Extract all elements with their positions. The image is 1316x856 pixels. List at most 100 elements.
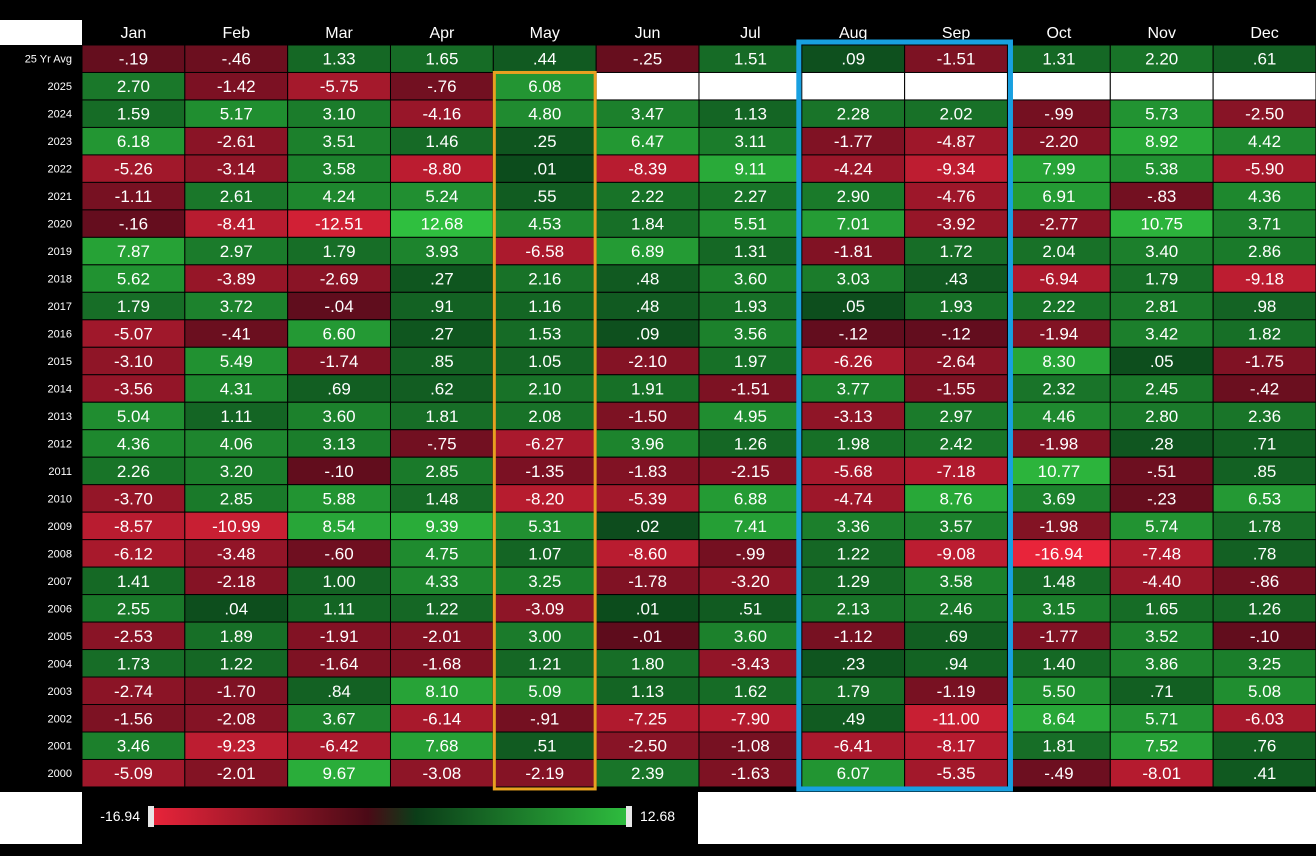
heatmap-cell [389, 758, 494, 788]
cell-value: 4.53 [528, 215, 561, 234]
column-header-aug: Aug [839, 25, 867, 42]
heatmap-cell [1006, 236, 1111, 266]
heatmap-cell [698, 209, 803, 238]
row-label: 2005 [48, 631, 72, 643]
cell-value: -8.41 [217, 215, 256, 234]
cell-value: 1.11 [220, 407, 252, 426]
heatmap-cell [287, 154, 391, 183]
scale-max-handle[interactable] [626, 806, 632, 827]
heatmap-cell [801, 484, 906, 513]
cell-value: 12.68 [421, 215, 464, 234]
heatmap-cell [1109, 676, 1214, 706]
cell-value: -.23 [1147, 489, 1176, 508]
cell-value: .23 [841, 654, 865, 673]
column-header-jan: Jan [121, 25, 147, 42]
heatmap-cell [698, 621, 803, 651]
heatmap-cell [389, 71, 494, 101]
cell-value: 8.30 [1042, 352, 1075, 371]
heatmap-cell [1109, 71, 1214, 101]
cell-value: 1.48 [1042, 572, 1075, 591]
heatmap-cell [595, 429, 700, 458]
cell-value: 3.25 [1248, 654, 1281, 673]
cell-value: 3.96 [631, 434, 664, 453]
heatmap-cell [1109, 209, 1214, 238]
heatmap-cell [904, 456, 1008, 486]
cell-value: 3.25 [528, 572, 561, 591]
cell-value: 3.51 [323, 132, 356, 151]
cell-value: 1.79 [837, 682, 870, 701]
cell-value: 2.27 [734, 187, 767, 206]
heatmap-cell [698, 511, 803, 541]
cell-value: .98 [1253, 297, 1277, 316]
cell-value: 6.18 [117, 132, 150, 151]
cell-value: 2.13 [837, 599, 870, 618]
cell-value: -2.19 [525, 764, 564, 783]
cell-value: .69 [327, 380, 351, 399]
scale-gradient [152, 808, 632, 825]
cell-value: 5.71 [1145, 709, 1178, 728]
row-label: 2001 [48, 741, 72, 753]
cell-value: 1.80 [631, 654, 664, 673]
cell-value: 2.97 [220, 242, 253, 261]
cell-value: 5.73 [1145, 105, 1178, 124]
cell-value: 7.99 [1042, 160, 1075, 179]
cell-value: -.12 [941, 325, 970, 344]
cell-value: -1.42 [217, 77, 256, 96]
cell-value: 1.13 [734, 105, 767, 124]
cell-value: 3.20 [220, 462, 253, 481]
cell-value: 2.42 [940, 434, 973, 453]
cell-value: .01 [636, 599, 660, 618]
cell-value: .09 [636, 325, 660, 344]
heatmap-cell [287, 264, 391, 293]
heatmap-cell [698, 99, 803, 128]
heatmap-cell [595, 566, 700, 596]
cell-value: .28 [1150, 434, 1174, 453]
scale-min-handle[interactable] [148, 806, 154, 827]
cell-value: 2.97 [940, 407, 973, 426]
cell-value: -.46 [222, 50, 251, 69]
row-label: 2011 [48, 466, 72, 478]
row-label: 2024 [48, 109, 72, 121]
cell-value: 4.75 [425, 544, 458, 563]
heatmap-cell [1109, 484, 1214, 513]
cell-value: -8.17 [937, 737, 976, 756]
heatmap-cell [801, 99, 906, 128]
cell-value: 5.50 [1042, 682, 1075, 701]
heatmap-cell [1109, 374, 1214, 403]
heatmap-cell [492, 374, 597, 403]
heatmap-cell [492, 484, 597, 513]
heatmap-cell [287, 758, 391, 788]
heatmap-cell [904, 374, 1008, 403]
cell-value: -8.57 [114, 517, 153, 536]
cell-value: 6.07 [837, 764, 870, 783]
heatmap-cell [1006, 401, 1111, 431]
cell-value: -1.78 [628, 572, 667, 591]
heatmap-cell [801, 44, 906, 73]
cell-value: -5.07 [114, 325, 153, 344]
heatmap-cell [1212, 758, 1316, 788]
heatmap-cell [1109, 621, 1214, 651]
cell-value: -2.77 [1040, 215, 1079, 234]
cell-value: 2.28 [837, 105, 870, 124]
heatmap-cell [287, 704, 391, 733]
cell-value: .51 [533, 737, 557, 756]
cell-value: 9.39 [425, 517, 458, 536]
cell-value: 4.36 [117, 434, 150, 453]
row-label: 2018 [48, 274, 72, 286]
heatmap-cell [595, 758, 700, 788]
cell-value: -6.42 [320, 737, 359, 756]
heatmap-cell [904, 649, 1008, 678]
heatmap-cell [801, 758, 906, 788]
cell-value: -6.03 [1245, 709, 1284, 728]
heatmap-cell [1212, 71, 1316, 101]
heatmap-cell [1006, 594, 1111, 623]
cell-value: -8.01 [1142, 764, 1181, 783]
heatmap-cell [698, 181, 803, 211]
heatmap-cell [389, 264, 494, 293]
cell-value: -4.87 [937, 132, 976, 151]
heatmap-cell [1006, 676, 1111, 706]
cell-value: 3.60 [734, 627, 767, 646]
cell-value: 2.08 [528, 407, 561, 426]
cell-value: -1.12 [834, 627, 873, 646]
cell-value: .05 [841, 297, 865, 316]
